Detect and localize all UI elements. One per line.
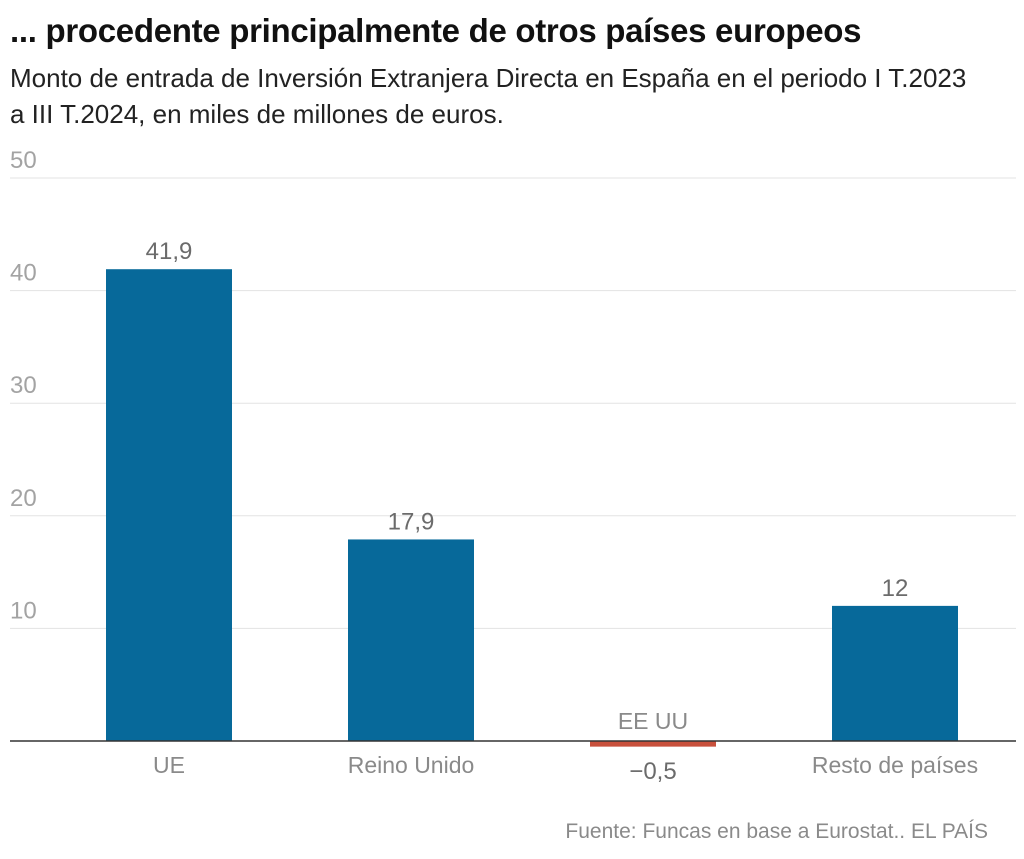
data-label: 12 (882, 575, 909, 602)
y-tick-label: 30 (10, 372, 37, 399)
y-tick-label: 20 (10, 485, 37, 512)
data-label: −0,5 (629, 758, 676, 785)
bar (106, 269, 232, 741)
category-label: UE (153, 752, 185, 778)
bar (348, 539, 474, 741)
category-label: Resto de países (812, 752, 978, 778)
y-tick-label: 40 (10, 260, 37, 287)
bar (832, 605, 958, 741)
data-label: 17,9 (388, 508, 435, 535)
y-tick-label: 50 (10, 147, 37, 174)
chart-title: ... procedente principalmente de otros p… (10, 12, 862, 49)
data-label: 41,9 (146, 238, 193, 265)
bar (590, 741, 716, 747)
category-label: EE UU (618, 708, 688, 734)
y-tick-label: 10 (10, 597, 37, 624)
category-label: Reino Unido (348, 752, 475, 778)
source-note: Fuente: Funcas en base a Eurostat.. EL P… (565, 820, 988, 843)
chart-subtitle: Monto de entrada de Inversión Extranjera… (10, 63, 967, 129)
